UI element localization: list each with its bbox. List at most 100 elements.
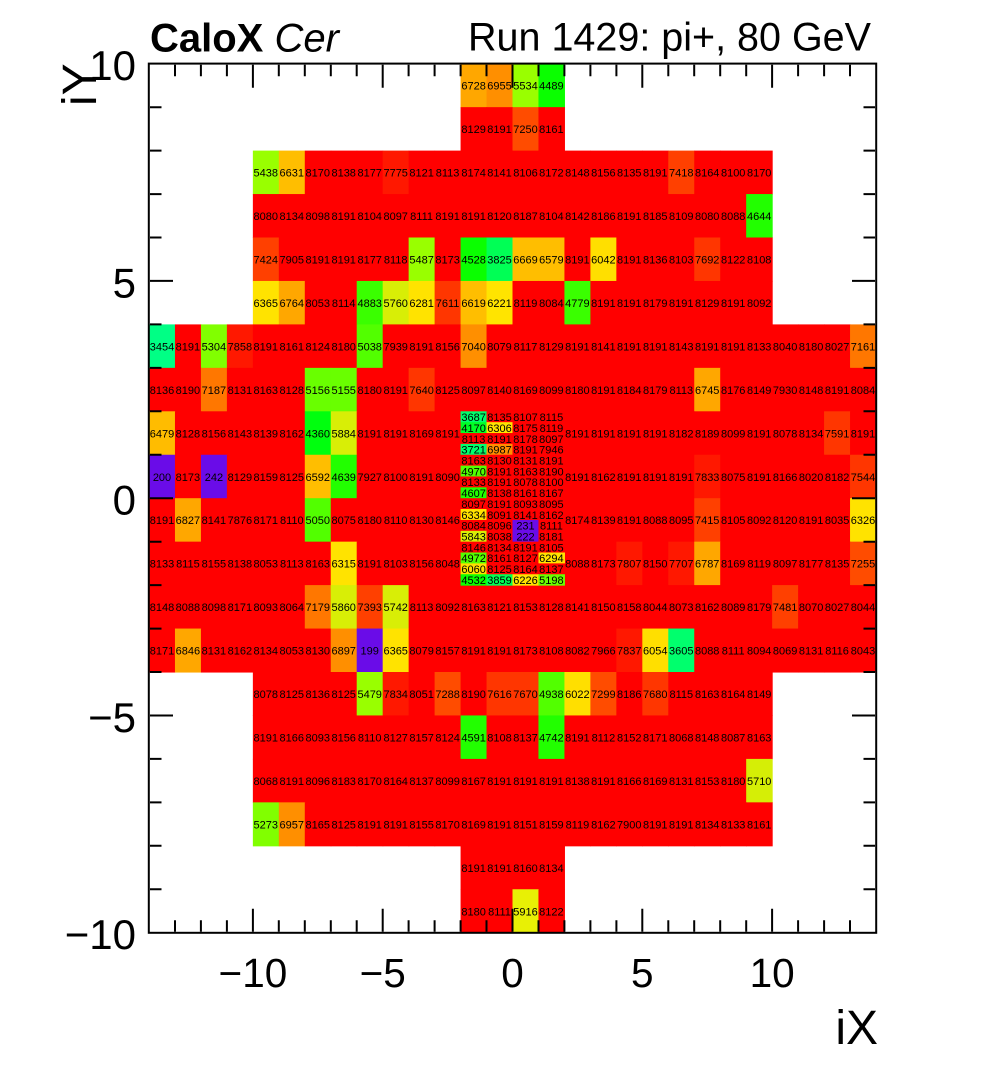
svg-text:8150: 8150 xyxy=(591,602,615,614)
svg-text:8191: 8191 xyxy=(331,255,355,267)
svg-text:6306: 6306 xyxy=(487,423,511,435)
svg-text:−5: −5 xyxy=(88,694,136,741)
svg-text:7939: 7939 xyxy=(383,341,407,353)
svg-text:8130: 8130 xyxy=(306,646,330,658)
svg-text:8133: 8133 xyxy=(150,559,174,571)
svg-text:8191: 8191 xyxy=(825,385,849,397)
svg-text:8134: 8134 xyxy=(695,819,719,831)
svg-text:8169: 8169 xyxy=(643,776,667,788)
svg-text:8169: 8169 xyxy=(409,428,433,440)
svg-text:7670: 7670 xyxy=(513,689,537,701)
svg-text:8174: 8174 xyxy=(565,515,589,527)
svg-text:8111: 8111 xyxy=(410,211,433,223)
svg-text:8169: 8169 xyxy=(721,559,745,571)
svg-text:8136: 8136 xyxy=(150,385,174,397)
svg-text:8191: 8191 xyxy=(487,477,511,489)
svg-text:8125: 8125 xyxy=(487,564,511,576)
svg-text:8146: 8146 xyxy=(461,542,485,554)
svg-text:8180: 8180 xyxy=(565,385,589,397)
svg-text:6669: 6669 xyxy=(513,255,537,267)
svg-text:8191: 8191 xyxy=(747,428,771,440)
svg-text:8191: 8191 xyxy=(617,515,641,527)
svg-text:8117: 8117 xyxy=(514,341,538,353)
svg-text:CaloX Cer: CaloX Cer xyxy=(150,17,341,61)
svg-text:8184: 8184 xyxy=(617,385,641,397)
svg-text:7834: 7834 xyxy=(383,689,407,701)
svg-text:8143: 8143 xyxy=(228,428,252,440)
svg-text:8131: 8131 xyxy=(513,456,537,468)
svg-text:8159: 8159 xyxy=(539,819,563,831)
svg-text:8161: 8161 xyxy=(539,124,563,136)
svg-text:8136: 8136 xyxy=(643,255,667,267)
svg-text:242: 242 xyxy=(205,472,223,484)
svg-text:5198: 5198 xyxy=(539,575,563,587)
svg-text:8167: 8167 xyxy=(461,776,485,788)
svg-text:iY: iY xyxy=(54,63,107,106)
svg-text:8142: 8142 xyxy=(565,211,589,223)
svg-text:8157: 8157 xyxy=(435,646,459,658)
svg-text:8127: 8127 xyxy=(513,553,537,565)
svg-text:8044: 8044 xyxy=(643,602,667,614)
svg-text:8163: 8163 xyxy=(695,689,719,701)
svg-text:8173: 8173 xyxy=(176,472,200,484)
svg-text:8110: 8110 xyxy=(384,515,408,527)
svg-text:5710: 5710 xyxy=(747,776,771,788)
svg-text:8140: 8140 xyxy=(487,385,511,397)
svg-text:8111: 8111 xyxy=(722,646,745,658)
svg-text:8164: 8164 xyxy=(721,689,745,701)
svg-text:8191: 8191 xyxy=(617,211,641,223)
svg-text:8040: 8040 xyxy=(773,341,797,353)
svg-text:8119: 8119 xyxy=(540,423,564,435)
svg-text:8160: 8160 xyxy=(513,863,537,875)
svg-text:8120: 8120 xyxy=(487,211,511,223)
svg-text:4360: 4360 xyxy=(306,428,330,440)
svg-text:8141: 8141 xyxy=(513,510,537,522)
svg-text:5487: 5487 xyxy=(409,255,433,267)
svg-text:8170: 8170 xyxy=(306,168,330,180)
svg-text:6957: 6957 xyxy=(280,819,304,831)
svg-text:6479: 6479 xyxy=(150,428,174,440)
svg-text:8078: 8078 xyxy=(773,428,797,440)
svg-text:8171: 8171 xyxy=(150,646,174,658)
svg-text:8105: 8105 xyxy=(539,542,563,554)
svg-text:8191: 8191 xyxy=(695,341,719,353)
svg-text:7611: 7611 xyxy=(436,298,460,310)
svg-text:8044: 8044 xyxy=(851,602,875,614)
svg-text:8113: 8113 xyxy=(669,385,693,397)
svg-text:4607: 4607 xyxy=(461,488,485,500)
svg-text:7680: 7680 xyxy=(643,689,667,701)
svg-text:10: 10 xyxy=(750,950,795,996)
svg-text:8148: 8148 xyxy=(565,168,589,180)
svg-text:8115: 8115 xyxy=(669,689,693,701)
svg-text:8139: 8139 xyxy=(254,428,278,440)
svg-text:8137: 8137 xyxy=(539,564,563,576)
svg-text:8080: 8080 xyxy=(254,211,278,223)
svg-text:5760: 5760 xyxy=(383,298,407,310)
svg-text:4883: 4883 xyxy=(357,298,381,310)
svg-text:8075: 8075 xyxy=(721,472,745,484)
svg-text:8053: 8053 xyxy=(280,646,304,658)
svg-text:6365: 6365 xyxy=(383,646,407,658)
svg-text:5: 5 xyxy=(631,950,654,996)
svg-text:8170: 8170 xyxy=(747,168,771,180)
svg-text:8106: 8106 xyxy=(513,168,537,180)
svg-text:8170: 8170 xyxy=(435,819,459,831)
svg-text:8109: 8109 xyxy=(669,211,693,223)
svg-text:8191: 8191 xyxy=(643,472,667,484)
svg-text:8035: 8035 xyxy=(825,515,849,527)
svg-text:7299: 7299 xyxy=(591,689,615,701)
svg-text:5050: 5050 xyxy=(306,515,330,527)
svg-text:8079: 8079 xyxy=(409,646,433,658)
svg-text:8191: 8191 xyxy=(487,776,511,788)
svg-text:8095: 8095 xyxy=(669,515,693,527)
svg-text:8156: 8156 xyxy=(435,341,459,353)
svg-text:8191: 8191 xyxy=(617,428,641,440)
svg-text:4591: 4591 xyxy=(461,733,485,745)
svg-text:8048: 8048 xyxy=(435,559,459,571)
svg-text:5534: 5534 xyxy=(513,81,537,93)
svg-text:8191: 8191 xyxy=(669,472,693,484)
svg-text:8133: 8133 xyxy=(747,341,771,353)
svg-text:8180: 8180 xyxy=(331,341,355,353)
svg-text:8125: 8125 xyxy=(280,472,304,484)
svg-text:8089: 8089 xyxy=(721,602,745,614)
